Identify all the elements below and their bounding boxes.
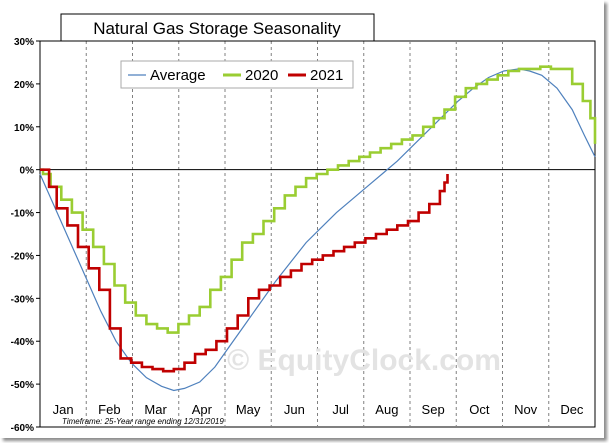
month-label: Sep — [422, 402, 445, 417]
month-label: Feb — [98, 402, 120, 417]
month-label: Jan — [53, 402, 74, 417]
watermark: © EquityClock.com — [227, 344, 501, 377]
chart-title: Natural Gas Storage Seasonality — [93, 19, 341, 38]
month-gridlines — [85, 41, 550, 427]
month-label: Mar — [144, 402, 167, 417]
legend-items: Average 2020 2021 — [128, 67, 343, 84]
y-tick-label: -10% — [11, 209, 34, 220]
month-label: Jun — [284, 402, 305, 417]
month-label: Apr — [192, 402, 213, 417]
y-axis: 30% 20% 10% 0% -10% -20% -30% -40% -50% -60% — [11, 37, 40, 434]
month-label: Aug — [375, 402, 398, 417]
series-line-2021 — [40, 168, 449, 373]
y-tick-label: -20% — [11, 251, 34, 262]
y-tick-label: 0% — [20, 166, 35, 177]
timeframe-note: Timeframe: 25-Year range ending 12/31/20… — [62, 417, 224, 426]
month-label: Oct — [469, 402, 490, 417]
legend-label-average: Average — [150, 67, 206, 84]
month-label: Dec — [560, 402, 584, 417]
y-tick-label: -40% — [11, 337, 34, 348]
legend-label-2021: 2021 — [310, 67, 343, 84]
month-label: Jul — [332, 402, 349, 417]
y-tick-label: -60% — [11, 423, 34, 434]
y-tick-label: 30% — [14, 37, 34, 48]
title-box — [60, 13, 375, 42]
month-label: May — [236, 402, 261, 417]
legend-label-2020: 2020 — [245, 67, 278, 84]
y-tick-label: -50% — [11, 380, 34, 391]
series-line-average — [39, 68, 596, 392]
series-line-2020 — [40, 65, 597, 334]
month-label: Nov — [514, 402, 538, 417]
y-tick-label: -30% — [11, 294, 34, 305]
y-tick-label: 10% — [14, 123, 34, 134]
x-axis: Jan Feb Mar Apr May Jun Jul Aug Sep Oct Nov Dec — [53, 402, 584, 417]
y-tick-label: 20% — [14, 80, 34, 91]
series-lines — [39, 65, 597, 392]
